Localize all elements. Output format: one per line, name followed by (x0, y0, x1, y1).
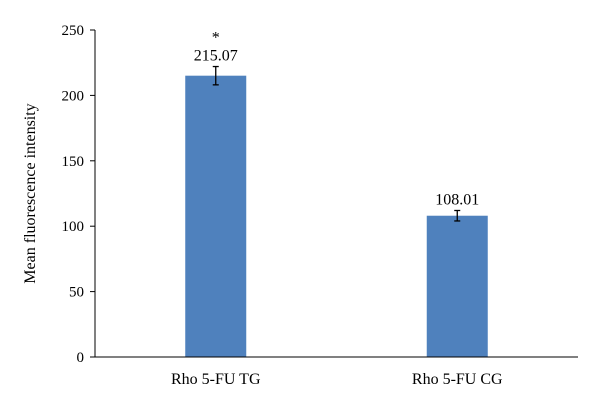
x-category-label: Rho 5-FU CG (412, 371, 503, 388)
significance-marker: * (212, 30, 220, 47)
y-tick-label: 150 (62, 154, 85, 170)
y-axis-title: Mean fluorescence intensity (22, 103, 39, 283)
y-tick-label: 200 (62, 88, 85, 104)
error-bars (212, 65, 461, 222)
y-tick-label: 250 (62, 23, 85, 39)
x-axis-categories: Rho 5-FU TG Rho 5-FU CG (171, 371, 503, 388)
x-category-label: Rho 5-FU TG (171, 371, 261, 388)
y-tick-label: 100 (62, 219, 85, 235)
y-tick-label: 50 (69, 285, 84, 301)
bar (185, 75, 247, 357)
bars (185, 75, 488, 357)
data-label: 215.07 (194, 48, 238, 65)
data-label: 108.01 (435, 191, 479, 208)
y-axis-ticks: 0 50 100 150 200 250 (62, 23, 95, 366)
y-tick-label: 0 (77, 350, 85, 366)
bar (426, 215, 488, 357)
data-labels: 215.07* 108.01 (194, 30, 480, 209)
